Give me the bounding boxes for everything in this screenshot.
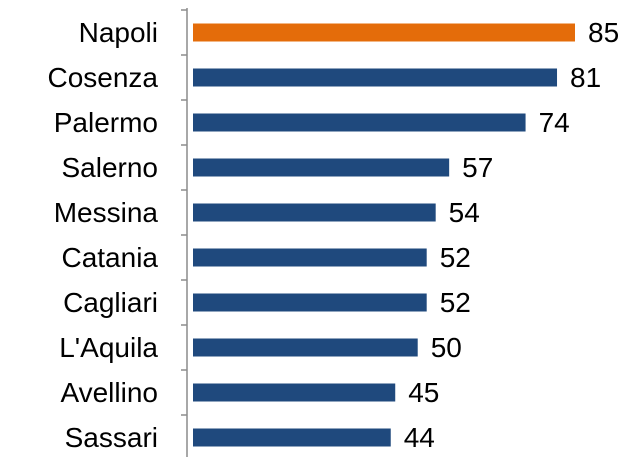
value-label: 54 — [449, 197, 480, 228]
value-label: 50 — [431, 332, 462, 363]
bar — [193, 293, 427, 312]
bar — [193, 203, 436, 222]
category-label: Sassari — [65, 422, 158, 453]
bar — [193, 383, 396, 402]
bar — [193, 68, 558, 87]
value-label: 74 — [539, 107, 570, 138]
bar — [193, 428, 391, 447]
value-label: 52 — [440, 242, 471, 273]
value-label: 52 — [440, 287, 471, 318]
value-label: 85 — [588, 17, 619, 48]
category-label: Napoli — [79, 17, 158, 48]
value-label: 81 — [570, 62, 601, 93]
bar — [193, 248, 427, 267]
category-label: Messina — [54, 197, 159, 228]
category-label: L'Aquila — [59, 332, 158, 363]
bar — [193, 113, 526, 132]
bar — [193, 23, 575, 42]
value-label: 57 — [462, 152, 493, 183]
bar — [193, 338, 418, 357]
category-label: Avellino — [60, 377, 158, 408]
value-label: 45 — [408, 377, 439, 408]
category-label: Salerno — [61, 152, 158, 183]
category-label: Palermo — [54, 107, 158, 138]
value-label: 44 — [404, 422, 435, 453]
category-label: Catania — [61, 242, 158, 273]
category-label: Cosenza — [47, 62, 158, 93]
category-label: Cagliari — [63, 287, 158, 318]
bar — [193, 158, 450, 177]
